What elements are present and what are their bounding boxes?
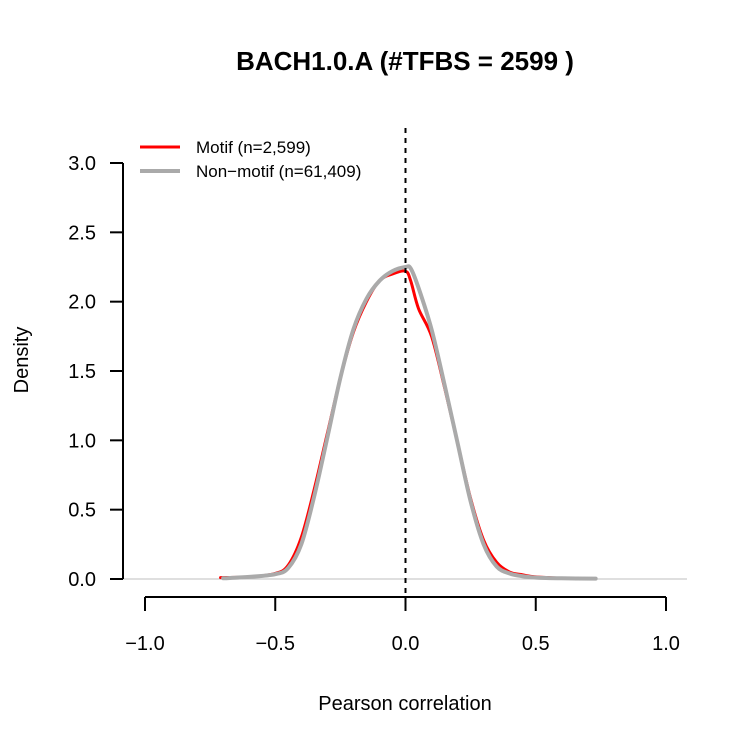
x-axis: −1.0 −0.5 0.0 0.5 1.0 — [125, 596, 680, 655]
x-tick-label: 0.0 — [392, 633, 420, 655]
y-tick-label: 2.5 — [68, 222, 96, 244]
series-layer — [219, 264, 598, 581]
x-tick-label: −0.5 — [256, 633, 295, 655]
y-tick-label: 1.0 — [68, 430, 96, 452]
chart-title: BACH1.0.A (#TFBS = 2599 ) — [236, 46, 574, 76]
x-tick-label: −1.0 — [125, 633, 164, 655]
x-tick-label: 1.0 — [652, 633, 680, 655]
legend-label: Motif (n=2,599) — [196, 138, 311, 157]
y-tick-label: 3.0 — [68, 153, 96, 175]
y-tick-label: 1.5 — [68, 361, 96, 383]
y-tick-label: 2.0 — [68, 292, 96, 314]
y-axis-label: Density — [11, 327, 33, 394]
y-tick-label: 0.0 — [68, 569, 96, 591]
x-axis-label: Pearson correlation — [318, 693, 491, 715]
legend: Motif (n=2,599) Non−motif (n=61,409) — [140, 138, 361, 181]
y-tick-label: 0.5 — [68, 500, 96, 522]
y-axis: 0.0 0.5 1.0 1.5 2.0 2.5 3.0 — [68, 153, 124, 591]
non-motif-density-line — [221, 264, 598, 581]
x-tick-label: 0.5 — [522, 633, 550, 655]
legend-label: Non−motif (n=61,409) — [196, 162, 361, 181]
motif-density-line — [219, 269, 564, 580]
